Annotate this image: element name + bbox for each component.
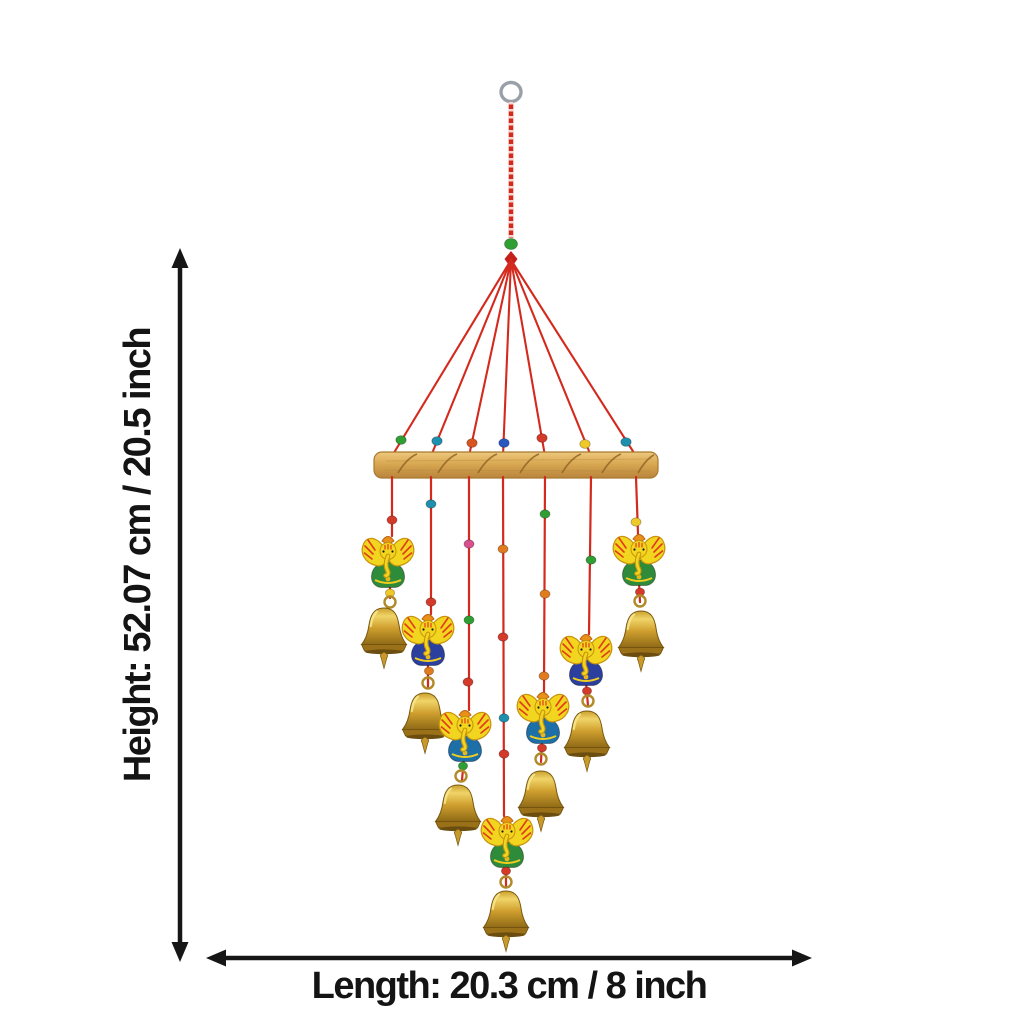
- fan-string: [390, 258, 513, 458]
- bead: [425, 597, 437, 607]
- bead: [463, 615, 475, 625]
- bead: [504, 238, 518, 250]
- fan-string: [467, 258, 513, 458]
- bead: [630, 517, 642, 527]
- ganesha-elephant-figurine: [481, 817, 533, 868]
- bead: [579, 439, 591, 449]
- bead: [536, 433, 548, 443]
- chime-strand: [434, 475, 491, 847]
- fan-string: [509, 258, 593, 458]
- bead: [386, 515, 398, 525]
- string-segment: [587, 475, 593, 636]
- bead: [431, 436, 443, 446]
- wood-grain: [397, 453, 418, 474]
- string-segment: [501, 475, 506, 818]
- arrow-up-icon: [171, 248, 189, 268]
- chime-strand: [613, 475, 665, 673]
- metal-loop-icon: [581, 694, 595, 708]
- brass-bell: [482, 889, 530, 953]
- string-segment: [542, 475, 547, 694]
- ganesha-elephant-figurine: [362, 537, 414, 588]
- chime-strand: [481, 475, 533, 953]
- bead: [538, 671, 550, 681]
- bead: [498, 438, 510, 448]
- wooden-bar-body: [373, 451, 659, 479]
- ganesha-elephant-figurine: [560, 635, 612, 686]
- bead: [582, 686, 593, 696]
- bead: [539, 589, 551, 599]
- fan-string: [509, 258, 547, 458]
- hanger: [499, 80, 523, 268]
- wooden-bar: [373, 451, 659, 479]
- bead: [498, 713, 510, 723]
- bead: [466, 438, 478, 448]
- bead: [463, 539, 475, 549]
- chime-strand: [517, 475, 569, 833]
- arrow-right-icon: [792, 949, 812, 967]
- ganesha-elephant-figurine: [439, 711, 491, 762]
- bead: [539, 509, 551, 519]
- ganesha-elephant-figurine: [402, 615, 454, 666]
- bead: [395, 435, 407, 445]
- bead: [462, 677, 474, 687]
- bead: [425, 499, 437, 509]
- bead: [457, 761, 468, 771]
- metal-loop-icon: [633, 594, 647, 608]
- brass-bell: [434, 783, 482, 847]
- strands: [360, 475, 665, 953]
- arrow-down-icon: [171, 942, 189, 962]
- chime-strand: [560, 475, 612, 773]
- metal-loop-icon: [421, 676, 435, 690]
- arrow-left-icon: [206, 949, 226, 967]
- bead: [500, 866, 511, 876]
- bead: [537, 743, 548, 753]
- metal-loop-icon: [534, 752, 548, 766]
- fan-string: [429, 258, 513, 458]
- wood-grain: [637, 454, 655, 474]
- wood-grain: [519, 453, 540, 474]
- metal-loop-icon: [499, 875, 513, 889]
- wood-grain: [601, 453, 622, 474]
- bead: [498, 749, 510, 759]
- bead: [620, 437, 632, 447]
- brass-bell: [617, 609, 665, 673]
- wood-grain: [477, 453, 498, 474]
- wood-grain: [383, 469, 651, 472]
- bead: [497, 544, 509, 554]
- fan-strings: [390, 258, 638, 458]
- bead: [497, 632, 509, 642]
- chime-strand: [360, 475, 414, 670]
- length-label: Length: 20.3 cm / 8 inch: [312, 965, 707, 1007]
- wood-grain: [561, 453, 582, 474]
- wood-grain: [437, 453, 458, 474]
- bead: [423, 666, 434, 676]
- height-label: Height: 52.07 cm / 20.5 inch: [117, 328, 159, 782]
- metal-loop-icon: [383, 595, 397, 609]
- ganesha-elephant-figurine: [517, 693, 569, 744]
- wood-grain: [385, 458, 653, 462]
- dimension-annotations: Height: 52.07 cm / 20.5 inch Length: 20.…: [117, 248, 812, 1007]
- metal-loop-icon: [454, 769, 468, 783]
- fan-string: [509, 258, 638, 458]
- brass-bell: [360, 606, 408, 670]
- chime-strand: [402, 475, 454, 755]
- hanging-ring-icon: [499, 80, 523, 104]
- ganesha-elephant-figurine: [613, 535, 665, 586]
- bead: [585, 555, 597, 565]
- brass-bell: [563, 709, 611, 773]
- fan-string: [501, 258, 513, 458]
